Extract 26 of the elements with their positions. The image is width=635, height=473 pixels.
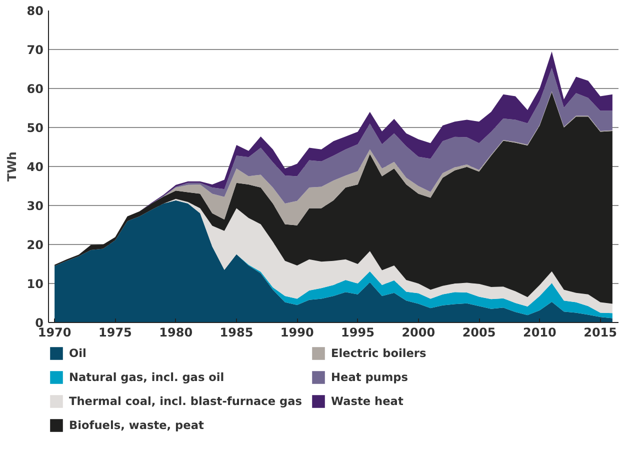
y-tick-label: 30 xyxy=(26,199,44,213)
y-axis-title: TWh xyxy=(4,152,19,182)
x-tick-label: 1985 xyxy=(220,326,254,340)
x-tick-label: 1995 xyxy=(341,326,374,340)
y-tick-label: 80 xyxy=(26,4,44,18)
legend-label: Thermal coal, incl. blast-furnace gas xyxy=(69,393,302,409)
x-tick-label: 1980 xyxy=(159,326,193,340)
x-tick-label: 1970 xyxy=(38,326,72,340)
legend-label: Waste heat xyxy=(331,393,404,409)
y-tick-label: 60 xyxy=(26,82,44,96)
y-tick-label: 10 xyxy=(26,277,44,291)
x-tick-label: 2010 xyxy=(522,326,556,340)
legend-label: Biofuels, waste, peat xyxy=(69,417,204,433)
legend-label: Heat pumps xyxy=(331,369,408,385)
x-tick-label: 1975 xyxy=(98,326,132,340)
y-tick-label: 70 xyxy=(26,43,44,57)
y-tick-label: 40 xyxy=(26,160,44,174)
y-tick-label: 20 xyxy=(26,238,44,252)
y-tick-label: 50 xyxy=(26,121,44,135)
x-tick-label: 2005 xyxy=(462,326,496,340)
legend-label: Natural gas, incl. gas oil xyxy=(69,369,224,385)
x-tick-label: 2015 xyxy=(584,326,618,340)
legend-label: Electric boilers xyxy=(331,345,426,361)
x-tick-label: 1990 xyxy=(280,326,314,340)
legend-label: Oil xyxy=(69,345,88,361)
x-tick-label: 2000 xyxy=(402,326,436,340)
